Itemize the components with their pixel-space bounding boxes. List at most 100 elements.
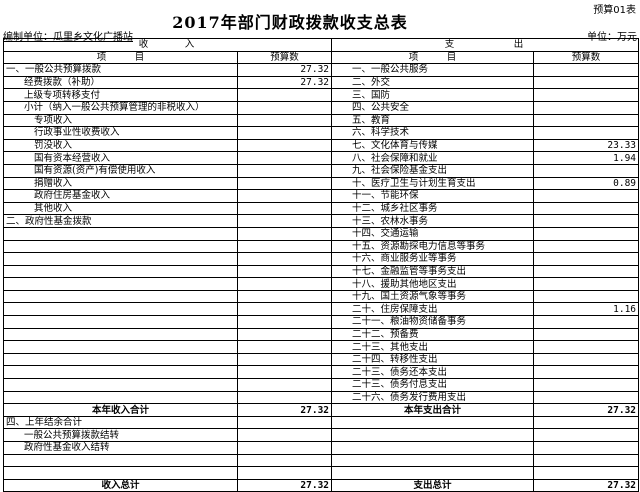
carryover-row: 政府性基金收入结转: [3, 441, 640, 455]
expense-value: [533, 365, 640, 380]
income-value: [236, 214, 333, 228]
expense-value: [533, 252, 640, 266]
expense-item: 四、公共安全: [331, 100, 535, 115]
table-row: 捐赠收入 十、医疗卫生与计划生育支出 0.89: [3, 176, 640, 191]
table-row: 罚没收入 七、文化体育与传媒 23.33: [3, 138, 640, 153]
income-item: 专项收入: [3, 113, 238, 128]
expense-budget-header: 预算数: [533, 50, 640, 65]
expense-item: 七、文化体育与传媒: [331, 138, 535, 153]
income-value-empty: [236, 315, 333, 329]
table-row: 二、政府性基金拨款 十三、农林水事务: [3, 214, 640, 228]
income-total-label: 本年收入合计: [3, 403, 238, 417]
expense-item: 二十六、债务发行费用支出: [331, 390, 535, 405]
budget-summary-table: 收 入 支 出 项 目 预算数 项 目 预算数 一、一般公共预算拨款 27.32 一…: [2, 38, 640, 492]
table-row: 专项收入 五、教育: [3, 113, 640, 128]
compiling-unit: 编制单位：瓜里乡文化广播站: [3, 32, 133, 43]
expense-total-label: 本年支出合计: [331, 403, 535, 417]
income-total-value: 27.32: [236, 478, 333, 492]
year-total-row: 本年收入合计 27.32 本年支出合计 27.32: [3, 403, 640, 417]
income-item-empty: [3, 289, 238, 304]
income-total-label: 收入总计: [3, 478, 238, 492]
income-item: 国有资源(资产)有偿使用收入: [3, 163, 238, 178]
table-row: 十七、金融监管等事务支出: [3, 264, 640, 279]
expense-item-empty: [331, 415, 535, 430]
expense-item: 六、科学技术: [331, 126, 535, 140]
income-value: [236, 88, 333, 102]
income-item: 二、政府性基金拨款: [3, 214, 238, 228]
expense-value-empty: [533, 415, 640, 430]
expense-item: 二十三、债务付息支出: [331, 378, 535, 392]
income-value: [236, 113, 333, 128]
income-value: 27.32: [236, 63, 333, 77]
expense-total-value: 27.32: [533, 403, 640, 417]
carryover-item: 四、上年结余合计: [3, 415, 238, 430]
carryover-item: [3, 453, 238, 468]
expense-value: [533, 113, 640, 128]
expense-value: 0.89: [533, 176, 640, 191]
expense-value: [533, 214, 640, 228]
currency-unit: 单位：万元: [587, 32, 637, 43]
carryover-row: 一般公共预算拨款结转: [3, 428, 640, 442]
expense-item: 二十二、预备费: [331, 327, 535, 342]
expense-item: 二十四、转移性支出: [331, 352, 535, 367]
expense-value: [533, 390, 640, 405]
expense-item-header: 项 目: [331, 50, 535, 65]
expense-item: 十五、资源勘探电力信息等事务: [331, 239, 535, 254]
column-header-row: 项 目 预算数 项 目 预算数: [3, 50, 640, 65]
income-value: [236, 201, 333, 216]
carryover-item: [3, 466, 238, 480]
income-value: [236, 126, 333, 140]
income-item-empty: [3, 390, 238, 405]
table-row: 十六、商业服务业等事务: [3, 252, 640, 266]
expense-value: [533, 75, 640, 90]
expense-item-empty: [331, 428, 535, 442]
table-row: 二十、住房保障支出 1.16: [3, 302, 640, 317]
expense-header: 支 出: [331, 38, 640, 52]
income-value: [236, 163, 333, 178]
page-title: 2017年部门财政拨款收支总表: [172, 13, 408, 32]
expense-item: 五、教育: [331, 113, 535, 128]
expense-value: [533, 63, 640, 77]
table-row: 二十六、债务发行费用支出: [3, 390, 640, 405]
income-value: [236, 189, 333, 203]
expense-value: [533, 189, 640, 203]
expense-value-empty: [533, 453, 640, 468]
income-budget-header: 预算数: [236, 50, 333, 65]
income-value-empty: [236, 239, 333, 254]
income-item: 其他收入: [3, 201, 238, 216]
income-item: 国有资本经营收入: [3, 151, 238, 165]
income-value-empty: [236, 289, 333, 304]
income-value-empty: [236, 327, 333, 342]
expense-value: [533, 289, 640, 304]
income-item-empty: [3, 239, 238, 254]
income-item: 罚没收入: [3, 138, 238, 153]
expense-item: 十六、商业服务业等事务: [331, 252, 535, 266]
income-value-empty: [236, 365, 333, 380]
table-row: 政府住房基金收入 十一、节能环保: [3, 189, 640, 203]
carryover-value: [236, 466, 333, 480]
income-item-empty: [3, 352, 238, 367]
table-row: 国有资本经营收入 八、社会保障和就业 1.94: [3, 151, 640, 165]
income-value-empty: [236, 264, 333, 279]
income-item-empty: [3, 315, 238, 329]
expense-value: [533, 378, 640, 392]
income-value-empty: [236, 378, 333, 392]
table-row: 十五、资源勘探电力信息等事务: [3, 239, 640, 254]
table-row: 其他收入 十二、城乡社区事务: [3, 201, 640, 216]
table-row: 二十四、转移性支出: [3, 352, 640, 367]
income-value-empty: [236, 352, 333, 367]
expense-value: [533, 126, 640, 140]
expense-value: [533, 340, 640, 354]
expense-item: 二十三、其他支出: [331, 340, 535, 354]
table-row: 经费拨款（补助） 27.32 二、外交: [3, 75, 640, 90]
income-total-value: 27.32: [236, 403, 333, 417]
income-item: 上级专项转移支付: [3, 88, 238, 102]
table-row: 行政事业性收费收入 六、科学技术: [3, 126, 640, 140]
expense-value: [533, 315, 640, 329]
table-row: 二十三、债务还本支出: [3, 365, 640, 380]
table-row: 十四、交通运输: [3, 226, 640, 241]
expense-total-value: 27.32: [533, 478, 640, 492]
expense-item: 八、社会保障和就业: [331, 151, 535, 165]
expense-value: [533, 201, 640, 216]
expense-item: 十九、国土资源气象等事务: [331, 289, 535, 304]
